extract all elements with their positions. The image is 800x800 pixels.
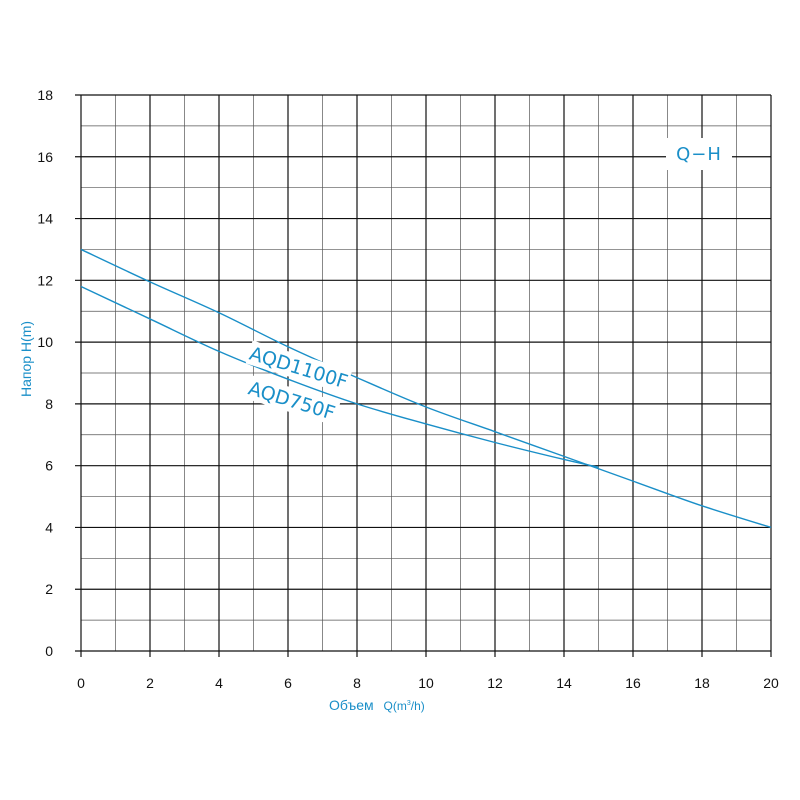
x-axis-label: Объем Q(m3/h) xyxy=(329,697,425,713)
y-tick-label: 0 xyxy=(45,643,53,659)
series-line-aqd750f xyxy=(80,285,599,468)
qh-badge-text: Q−H xyxy=(676,144,722,165)
y-tick-label: 2 xyxy=(45,581,53,597)
y-tick-labels: 0 2 4 6 8 10 12 14 16 18 xyxy=(37,87,53,659)
x-tick-label: 0 xyxy=(77,675,85,691)
x-tick-label: 10 xyxy=(418,675,434,691)
y-tick-label: 6 xyxy=(45,458,53,474)
y-tick-label: 16 xyxy=(37,149,53,165)
x-tick-label: 18 xyxy=(694,675,710,691)
y-tick-label: 14 xyxy=(37,211,53,227)
x-tick-label: 2 xyxy=(146,675,154,691)
y-tick-label: 8 xyxy=(45,396,53,412)
series-line-aqd1100f xyxy=(80,248,772,529)
x-tick-label: 12 xyxy=(487,675,503,691)
major-grid xyxy=(75,94,772,657)
x-axis-label-tail: /h) xyxy=(411,699,425,713)
x-tick-labels: 0 2 4 6 8 10 12 14 16 18 20 xyxy=(77,675,779,691)
x-tick-label: 6 xyxy=(284,675,292,691)
y-tick-label: 12 xyxy=(37,272,53,288)
x-tick-label: 14 xyxy=(556,675,572,691)
y-tick-label: 10 xyxy=(37,334,53,350)
qh-badge: Q−H xyxy=(666,138,732,170)
x-tick-label: 20 xyxy=(763,675,779,691)
x-axis-label-unit: Q(m xyxy=(384,699,407,713)
y-tick-label: 18 xyxy=(37,87,53,103)
series-lines xyxy=(80,248,772,529)
y-axis-label: Напор H(m) xyxy=(18,321,34,397)
x-axis-label-main: Объем xyxy=(329,697,374,713)
x-axis-label-sup: 3 xyxy=(407,700,411,707)
y-tick-label: 4 xyxy=(45,519,53,535)
x-tick-label: 8 xyxy=(353,675,361,691)
x-tick-label: 16 xyxy=(625,675,641,691)
x-tick-label: 4 xyxy=(215,675,223,691)
